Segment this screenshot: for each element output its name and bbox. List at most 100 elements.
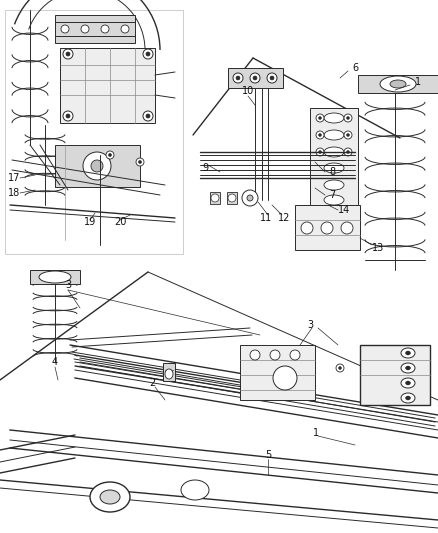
Bar <box>5 10 183 254</box>
Bar <box>55 15 135 43</box>
Ellipse shape <box>66 114 70 118</box>
Ellipse shape <box>121 25 129 33</box>
Ellipse shape <box>233 73 243 83</box>
Ellipse shape <box>318 117 321 119</box>
Bar <box>295 205 360 250</box>
Ellipse shape <box>324 147 344 157</box>
Ellipse shape <box>61 25 69 33</box>
Ellipse shape <box>63 49 73 59</box>
Ellipse shape <box>143 111 153 121</box>
Bar <box>60 48 155 123</box>
Ellipse shape <box>401 378 415 388</box>
Bar <box>358 75 438 93</box>
Ellipse shape <box>146 114 150 118</box>
Ellipse shape <box>236 76 240 80</box>
Ellipse shape <box>109 154 112 157</box>
Ellipse shape <box>181 480 209 500</box>
Ellipse shape <box>63 111 73 121</box>
Ellipse shape <box>290 350 300 360</box>
Ellipse shape <box>250 73 260 83</box>
Ellipse shape <box>406 351 410 355</box>
Bar <box>55 145 140 187</box>
Ellipse shape <box>344 131 352 139</box>
Ellipse shape <box>228 194 236 202</box>
Text: 14: 14 <box>338 205 350 215</box>
Text: 4: 4 <box>52 357 58 367</box>
Bar <box>210 192 220 204</box>
Text: 17: 17 <box>8 173 20 183</box>
Text: 18: 18 <box>8 188 20 198</box>
Ellipse shape <box>344 148 352 156</box>
Ellipse shape <box>138 160 141 164</box>
Ellipse shape <box>146 52 150 56</box>
Ellipse shape <box>270 350 280 360</box>
Ellipse shape <box>242 190 258 206</box>
Ellipse shape <box>316 114 324 122</box>
Ellipse shape <box>341 222 353 234</box>
Ellipse shape <box>253 76 257 80</box>
Ellipse shape <box>324 163 344 173</box>
Bar <box>227 192 237 204</box>
Ellipse shape <box>401 363 415 373</box>
Ellipse shape <box>346 150 350 154</box>
Ellipse shape <box>273 366 297 390</box>
Text: 6: 6 <box>352 63 358 73</box>
Text: 2: 2 <box>149 378 155 388</box>
Text: 3: 3 <box>307 320 313 330</box>
Bar <box>360 345 430 405</box>
Ellipse shape <box>270 76 274 80</box>
Text: 8: 8 <box>329 167 335 177</box>
Ellipse shape <box>406 366 410 370</box>
Ellipse shape <box>406 396 410 400</box>
Ellipse shape <box>406 381 410 385</box>
Ellipse shape <box>267 73 277 83</box>
Ellipse shape <box>346 133 350 136</box>
Ellipse shape <box>401 348 415 358</box>
Ellipse shape <box>39 271 71 283</box>
Text: 11: 11 <box>260 213 272 223</box>
Ellipse shape <box>101 25 109 33</box>
Text: 9: 9 <box>202 163 208 173</box>
Text: 10: 10 <box>242 86 254 96</box>
Bar <box>228 68 283 88</box>
Text: 20: 20 <box>114 217 126 227</box>
Ellipse shape <box>165 369 173 379</box>
Ellipse shape <box>247 195 253 201</box>
Ellipse shape <box>106 151 114 159</box>
Ellipse shape <box>324 113 344 123</box>
Ellipse shape <box>143 49 153 59</box>
Ellipse shape <box>346 117 350 119</box>
Ellipse shape <box>66 52 70 56</box>
Text: 12: 12 <box>278 213 290 223</box>
Ellipse shape <box>136 158 144 166</box>
Ellipse shape <box>90 482 130 512</box>
Ellipse shape <box>339 367 342 369</box>
Ellipse shape <box>324 130 344 140</box>
Ellipse shape <box>344 114 352 122</box>
Ellipse shape <box>301 222 313 234</box>
Ellipse shape <box>316 148 324 156</box>
Ellipse shape <box>91 160 103 172</box>
Text: 1: 1 <box>313 428 319 438</box>
Ellipse shape <box>250 350 260 360</box>
Ellipse shape <box>390 80 406 88</box>
Ellipse shape <box>83 152 111 180</box>
Bar <box>30 270 80 284</box>
Ellipse shape <box>318 133 321 136</box>
Bar <box>310 108 358 208</box>
Text: 3: 3 <box>65 280 71 290</box>
Ellipse shape <box>321 222 333 234</box>
Text: 13: 13 <box>372 243 384 253</box>
Ellipse shape <box>81 25 89 33</box>
Ellipse shape <box>100 490 120 504</box>
Text: 1: 1 <box>415 77 421 87</box>
Ellipse shape <box>324 195 344 205</box>
Ellipse shape <box>318 150 321 154</box>
Ellipse shape <box>401 393 415 403</box>
Text: 19: 19 <box>84 217 96 227</box>
Text: 7: 7 <box>329 190 335 200</box>
Ellipse shape <box>324 180 344 190</box>
Ellipse shape <box>336 364 344 372</box>
Ellipse shape <box>316 131 324 139</box>
Text: 5: 5 <box>265 450 271 460</box>
